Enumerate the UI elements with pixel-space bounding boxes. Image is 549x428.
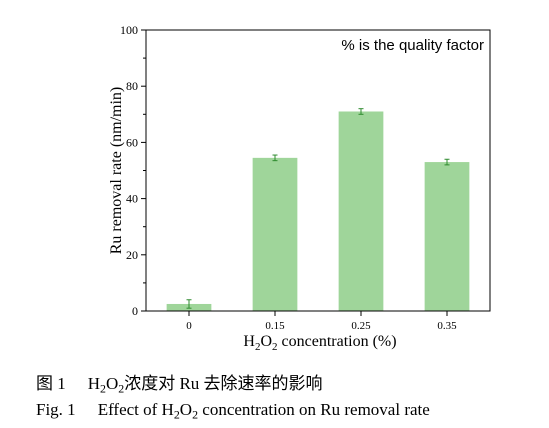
caption-en-text-1: Effect of H xyxy=(97,400,174,419)
y-tick-label-4: 80 xyxy=(126,79,138,93)
x-axis-label-part-1: 2 xyxy=(255,341,261,353)
caption-cn-text-3: 浓度对 Ru 去除速率的影响 xyxy=(124,374,323,393)
caption-cn-text-2: O xyxy=(105,374,119,393)
y-tick-label-1: 20 xyxy=(126,248,138,262)
y-tick-label-0: 0 xyxy=(132,304,138,318)
x-axis-label: H2O2 concentration (%) xyxy=(243,333,396,353)
x-tick-label-1: 0.15 xyxy=(265,320,285,332)
x-axis-label-part-0: H xyxy=(243,333,255,350)
x-tick-label-2: 0.25 xyxy=(351,320,371,332)
caption-en-text-2: O xyxy=(179,400,193,419)
y-tick-label-5: 100 xyxy=(120,23,138,37)
x-tick-label-3: 0.35 xyxy=(437,320,457,332)
caption-en-number: Fig. 1 xyxy=(36,400,76,419)
x-axis-label-part-3: 2 xyxy=(272,341,278,353)
chart-annotation: % is the quality factor xyxy=(341,37,484,54)
x-tick-label-0: 0 xyxy=(186,320,192,332)
caption-en-sub-1: 2 xyxy=(173,407,180,422)
bar-chart: 0 20 40 60 80 100 0 0.15 0.25 0.35 Ru removal rate… xyxy=(108,23,491,353)
caption-en-sub-2: 2 xyxy=(192,407,199,422)
x-axis-label-part-2: O xyxy=(260,333,272,350)
bar-2 xyxy=(338,111,384,312)
bar-1 xyxy=(252,157,298,311)
figure-caption-chinese: 图 1 H2O2浓度对 Ru 去除速率的影响 xyxy=(36,369,323,397)
figure-caption-english: Fig. 1 Effect of H2O2 concentration on Ru… xyxy=(36,400,430,423)
caption-cn-sub-2: 2 xyxy=(118,381,125,396)
caption-cn-number: 图 1 xyxy=(36,374,66,393)
caption-en-text-3: concentration on Ru removal rate xyxy=(198,400,430,419)
y-axis-label: Ru removal rate (nm/min) xyxy=(108,87,125,255)
y-tick-label-2: 40 xyxy=(126,192,138,206)
caption-cn-sub-1: 2 xyxy=(100,381,106,396)
bar-3 xyxy=(424,162,470,311)
x-axis-label-part-4: concentration (%) xyxy=(278,333,397,350)
y-tick-label-3: 60 xyxy=(126,135,138,149)
plot-area: 0 20 40 60 80 100 0 0.15 0.25 0.35 Ru removal rate… xyxy=(108,23,491,353)
caption-cn-text-1: H xyxy=(87,374,101,393)
